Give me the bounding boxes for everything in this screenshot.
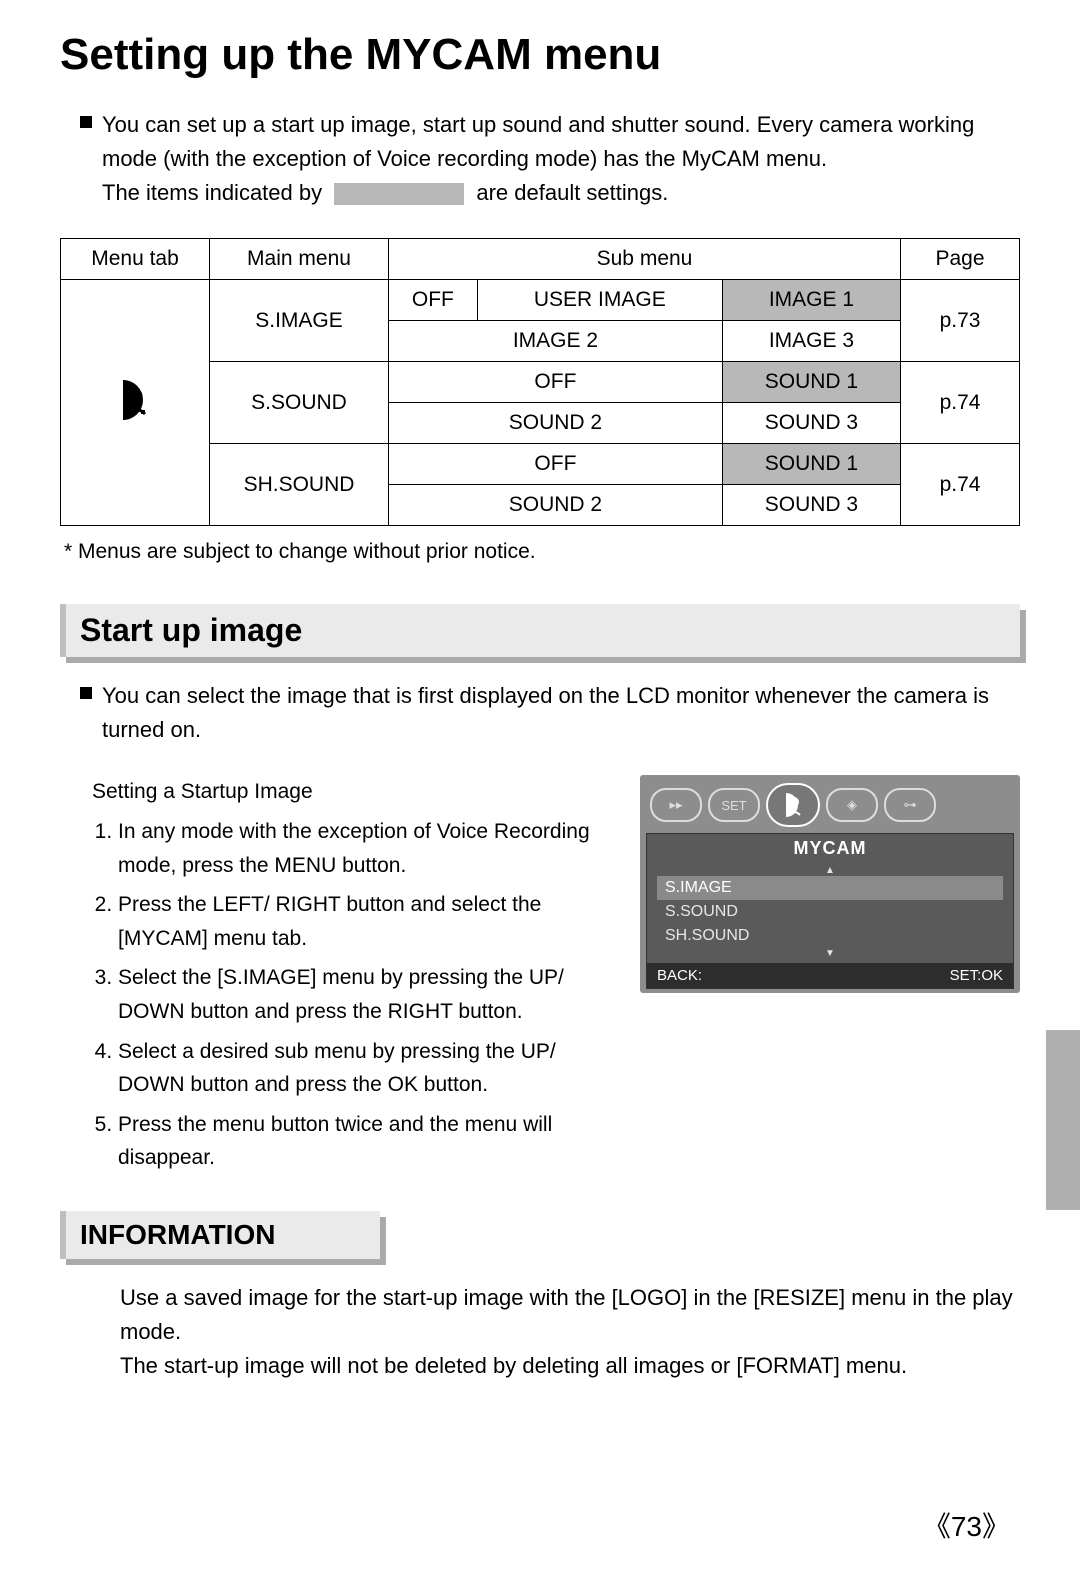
default-swatch	[334, 183, 464, 205]
step-1: In any mode with the exception of Voice …	[118, 815, 616, 882]
lcd-tab-mycam-icon	[766, 783, 820, 827]
lcd-tab-key-icon: ⊶	[884, 788, 936, 822]
startup-title: Start up image	[60, 604, 1020, 657]
startup-bullet: You can select the image that is first d…	[102, 679, 1020, 747]
lcd-item-shsound: SH.SOUND	[657, 924, 1003, 948]
intro-line2b: are default settings.	[476, 180, 668, 205]
step-2: Press the LEFT/ RIGHT button and select …	[118, 888, 616, 955]
page-title: Setting up the MYCAM menu	[60, 30, 1020, 80]
lcd-title: MYCAM	[647, 834, 1013, 863]
cell-default: SOUND 1	[722, 362, 900, 403]
up-triangle-icon: ▲	[657, 865, 1003, 876]
step-5: Press the menu button twice and the menu…	[118, 1108, 616, 1175]
steps-intro: Setting a Startup Image	[92, 775, 616, 809]
info-title: INFORMATION	[60, 1211, 380, 1259]
shsound-page: p.74	[901, 444, 1020, 526]
menu-table: Menu tab Main menu Sub menu Page S.IMAGE…	[60, 238, 1020, 526]
lcd-tab-diamond-icon: ◈	[826, 788, 878, 822]
info-line2: The start-up image will not be deleted b…	[120, 1349, 1020, 1383]
th-page: Page	[901, 239, 1020, 280]
cell-default: IMAGE 1	[722, 280, 900, 321]
lcd-screenshot: ▸▸ SET ◈ ⊶ MYCAM ▲ S.IMAGE S.SOUND SH.SO…	[640, 775, 1020, 993]
th-main-menu: Main menu	[210, 239, 389, 280]
cell: USER IMAGE	[477, 280, 722, 321]
info-heading: INFORMATION	[60, 1211, 380, 1259]
cell: IMAGE 3	[722, 321, 900, 362]
intro-block: You can set up a start up image, start u…	[80, 108, 1020, 210]
table-note: * Menus are subject to change without pr…	[64, 540, 1020, 564]
lcd-set: SET:OK	[950, 967, 1003, 984]
cell: OFF	[389, 444, 723, 485]
simage-page: p.73	[901, 280, 1020, 362]
cell: IMAGE 2	[389, 321, 723, 362]
cell: SOUND 3	[722, 403, 900, 444]
lcd-tab-play-icon: ▸▸	[650, 788, 702, 822]
cell: SOUND 3	[722, 485, 900, 526]
shsound-label: SH.SOUND	[210, 444, 389, 526]
step-3: Select the [S.IMAGE] menu by pressing th…	[118, 961, 616, 1028]
cell: SOUND 2	[389, 403, 723, 444]
intro-line2a: The items indicated by	[102, 180, 322, 205]
cell: SOUND 2	[389, 485, 723, 526]
page-number: 《73》	[923, 1505, 1010, 1545]
startup-heading: Start up image	[60, 604, 1020, 657]
info-body: Use a saved image for the start-up image…	[120, 1281, 1020, 1383]
step-4: Select a desired sub menu by pressing th…	[118, 1035, 616, 1102]
th-sub-menu: Sub menu	[389, 239, 901, 280]
ssound-label: S.SOUND	[210, 362, 389, 444]
lcd-item-ssound: S.SOUND	[657, 900, 1003, 924]
cell: OFF	[389, 362, 723, 403]
bullet-icon	[80, 116, 92, 128]
lcd-item-simage: S.IMAGE	[657, 876, 1003, 900]
steps-list: In any mode with the exception of Voice …	[92, 815, 616, 1175]
ssound-page: p.74	[901, 362, 1020, 444]
simage-label: S.IMAGE	[210, 280, 389, 362]
th-menu-tab: Menu tab	[61, 239, 210, 280]
mycam-tab-icon	[61, 280, 210, 526]
intro-line1: You can set up a start up image, start u…	[102, 112, 974, 171]
cell-default: SOUND 1	[722, 444, 900, 485]
down-triangle-icon: ▼	[657, 948, 1003, 959]
info-line1: Use a saved image for the start-up image…	[120, 1281, 1020, 1349]
cell: OFF	[389, 280, 478, 321]
lcd-tab-set: SET	[708, 788, 760, 822]
lcd-back: BACK:	[657, 967, 702, 984]
bullet-icon	[80, 687, 92, 699]
side-tab	[1046, 1030, 1080, 1210]
